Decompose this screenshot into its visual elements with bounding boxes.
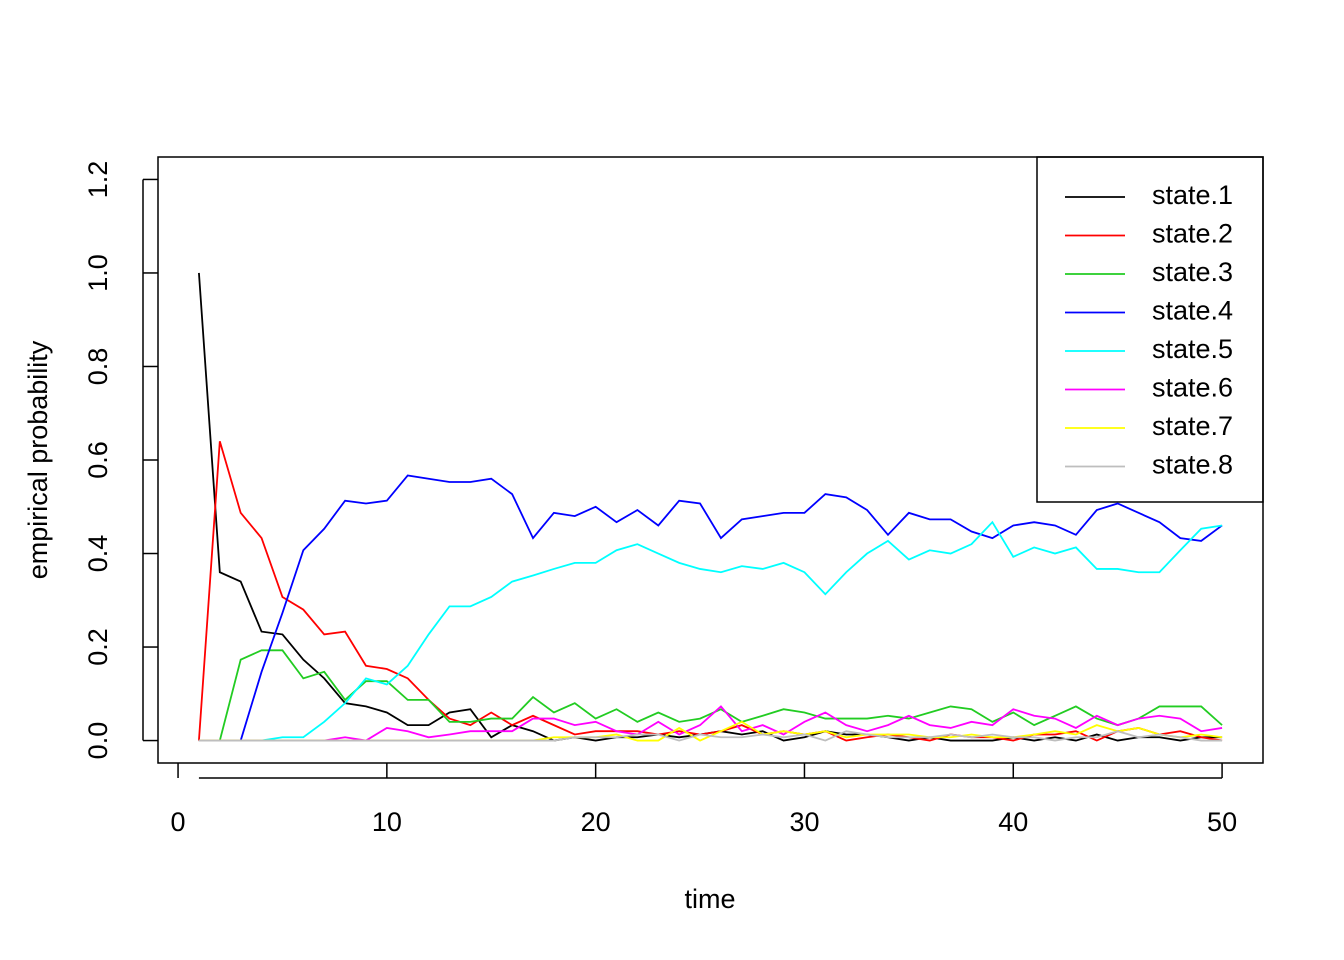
x-tick-label: 10 — [372, 807, 402, 837]
y-tick-label: 0.0 — [83, 722, 113, 760]
x-tick-label: 0 — [171, 807, 186, 837]
legend-label: state.4 — [1152, 296, 1233, 326]
x-tick-label: 20 — [581, 807, 611, 837]
legend-label: state.6 — [1152, 373, 1233, 403]
y-tick-label: 0.6 — [83, 441, 113, 479]
y-tick-label: 0.2 — [83, 628, 113, 666]
x-tick-label: 40 — [998, 807, 1028, 837]
series-line — [198, 272, 1223, 742]
legend-label: state.2 — [1152, 219, 1233, 249]
series-line — [198, 705, 1223, 742]
legend-box — [1036, 156, 1264, 503]
y-tick-label: 0.4 — [83, 535, 113, 573]
legend-label: state.1 — [1152, 180, 1233, 210]
series-line — [198, 520, 1223, 742]
y-tick-label: 0.8 — [83, 348, 113, 386]
legend-label: state.8 — [1152, 450, 1233, 480]
x-axis-label: time — [684, 884, 735, 914]
x-tick-label: 50 — [1207, 807, 1237, 837]
legend-label: state.3 — [1152, 257, 1233, 287]
series-line — [198, 441, 1223, 742]
y-axis-label: empirical probability — [23, 340, 53, 579]
y-tick-label: 1.2 — [83, 161, 113, 199]
series-line — [198, 474, 1223, 742]
legend-label: state.7 — [1152, 411, 1233, 441]
legend-label: state.5 — [1152, 334, 1233, 364]
y-tick-label: 1.0 — [83, 254, 113, 292]
x-tick-label: 30 — [789, 807, 819, 837]
series-line — [198, 730, 1223, 742]
